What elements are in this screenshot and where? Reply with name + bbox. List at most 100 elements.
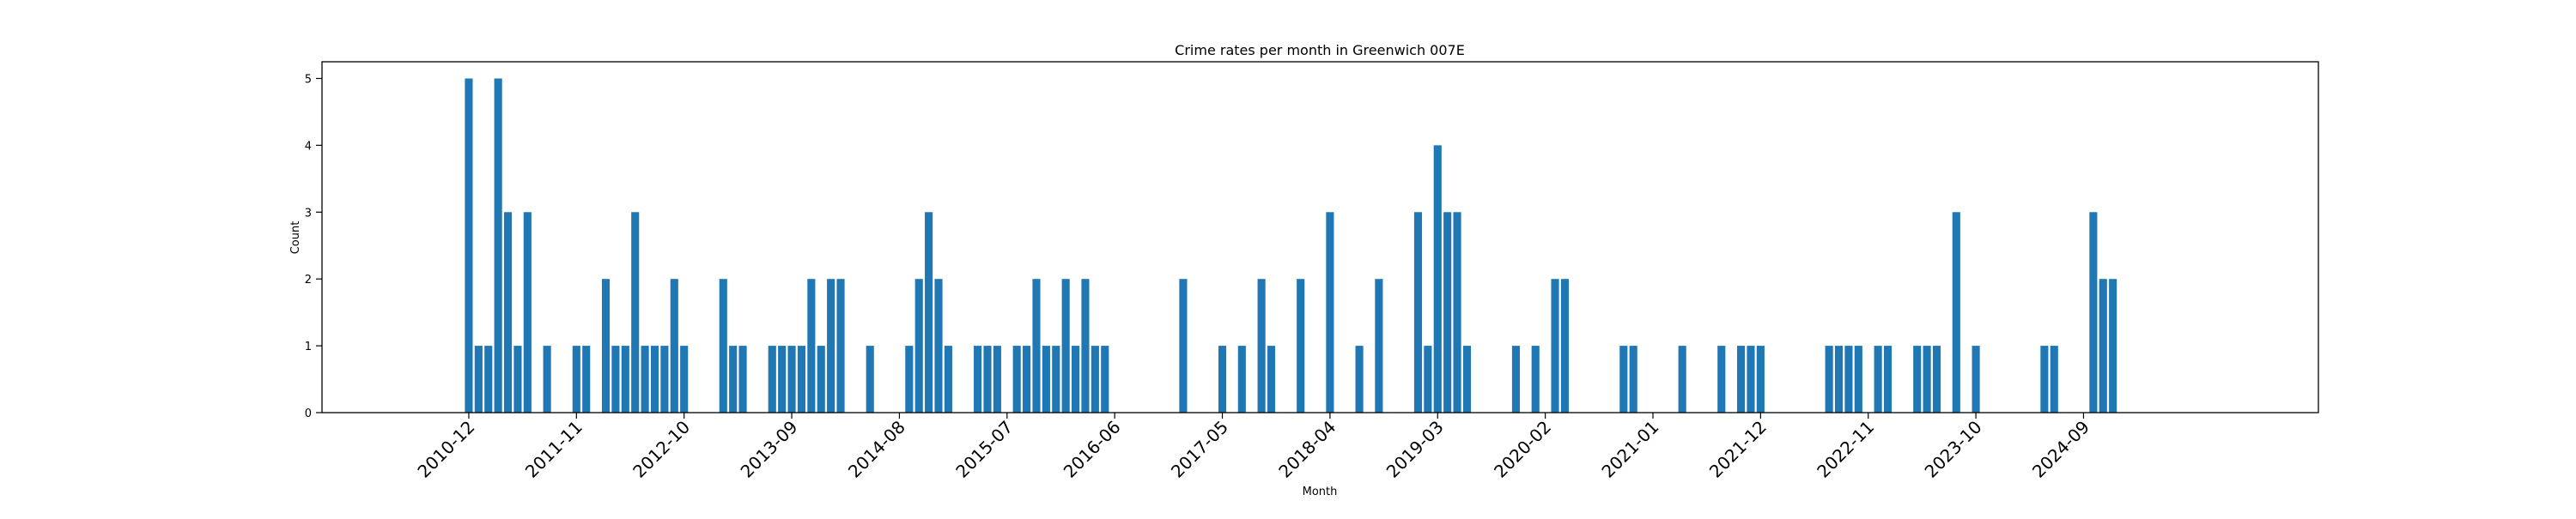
bar-2011-03	[494, 78, 502, 413]
bar-2014-02	[836, 279, 845, 413]
bar-2017-07	[1237, 346, 1246, 413]
bar-2010-12	[465, 78, 473, 413]
bar-2015-10	[1032, 279, 1041, 413]
bar-2016-01	[1061, 279, 1070, 413]
bar-2019-11	[1511, 346, 1520, 413]
bar-2022-09	[1844, 346, 1853, 413]
bar-2011-05	[513, 346, 522, 413]
bar-2015-09	[1023, 346, 1031, 413]
y-tick-label: 2	[305, 274, 312, 287]
bar-2015-08	[1012, 346, 1021, 413]
bar-2017-05	[1218, 346, 1227, 413]
bar-2015-01	[944, 346, 952, 413]
bar-2016-04	[1091, 346, 1099, 413]
bar-2024-10	[2089, 212, 2098, 413]
y-tick-label: 3	[305, 207, 312, 220]
bar-2019-03	[1433, 145, 1442, 413]
bar-2020-03	[1551, 279, 1559, 413]
chart-title: Crime rates per month in Greenwich 007E	[1175, 42, 1465, 58]
x-tick-label: 2016-06	[1060, 417, 1125, 482]
x-tick-label: 2019-03	[1382, 417, 1448, 482]
bar-2018-09	[1375, 279, 1383, 413]
plot-frame	[321, 61, 2319, 413]
bar-2017-10	[1267, 346, 1276, 413]
y-tick-label: 4	[305, 140, 312, 153]
bar-2012-10	[680, 346, 689, 413]
x-axis: 2010-12 2011-11 2012-10 2013-09 2014-08 2015-…	[413, 413, 2093, 482]
bar-2013-08	[778, 346, 787, 413]
bar-2019-04	[1443, 212, 1452, 413]
bar-2018-04	[1326, 212, 1334, 413]
bar-2013-12	[817, 346, 825, 413]
bar-2013-09	[787, 346, 796, 413]
bar-2011-02	[484, 346, 493, 413]
bar-2012-05	[631, 212, 640, 413]
y-tick-label: 1	[305, 341, 312, 353]
bar-2023-08	[1952, 212, 1960, 413]
bar-2011-12	[582, 346, 591, 413]
bar-2021-12	[1756, 346, 1765, 413]
bar-2012-06	[641, 346, 649, 413]
bar-2014-01	[827, 279, 835, 413]
bar-2023-10	[1971, 346, 1980, 413]
bar-2014-09	[905, 346, 914, 413]
bar-2014-12	[934, 279, 943, 413]
bar-2015-11	[1042, 346, 1050, 413]
bar-2020-04	[1560, 279, 1569, 413]
x-tick-label: 2010-12	[413, 417, 478, 482]
x-axis-label: Month	[1303, 486, 1338, 498]
bar-2018-07	[1355, 346, 1364, 413]
bar-2022-08	[1834, 346, 1844, 413]
bar-2024-12	[2109, 279, 2117, 413]
x-tick-label: 2011-11	[521, 417, 586, 482]
x-tick-label: 2013-09	[737, 417, 802, 482]
x-tick-label: 2012-10	[629, 417, 694, 482]
x-tick-label: 2017-05	[1167, 417, 1232, 482]
bar-2019-06	[1462, 346, 1472, 413]
bar-2011-04	[503, 212, 513, 413]
bar-2011-06	[523, 212, 532, 413]
y-axis-label: Count	[289, 221, 302, 255]
bar-2012-04	[621, 346, 629, 413]
bar-2015-06	[993, 346, 1001, 413]
x-tick-label: 2018-04	[1274, 417, 1340, 482]
bar-2017-01	[1179, 279, 1188, 413]
bars-group	[465, 78, 2117, 413]
bar-2020-01	[1531, 346, 1540, 413]
bar-2022-10	[1854, 346, 1862, 413]
bar-2020-11	[1629, 346, 1637, 413]
bar-2011-11	[572, 346, 580, 413]
bar-2017-09	[1257, 279, 1266, 413]
bar-2023-04	[1913, 346, 1922, 413]
bar-2013-04	[738, 346, 747, 413]
bar-2013-07	[768, 346, 776, 413]
bar-2024-05	[2040, 346, 2049, 413]
bar-2020-10	[1619, 346, 1628, 413]
bar-2024-06	[2050, 346, 2058, 413]
bar-2014-05	[866, 346, 874, 413]
bar-2015-04	[974, 346, 982, 413]
x-tick-label: 2022-11	[1813, 417, 1878, 482]
bar-2012-08	[660, 346, 669, 413]
bar-2022-12	[1874, 346, 1882, 413]
bar-2023-01	[1883, 346, 1893, 413]
bar-2013-02	[719, 279, 727, 413]
y-tick-label: 0	[305, 407, 312, 420]
y-axis: 0 1 2 3 4 5	[305, 73, 322, 420]
bar-2019-01	[1413, 212, 1423, 413]
bar-2016-02	[1072, 346, 1080, 413]
bar-2013-10	[797, 346, 806, 413]
bar-2012-09	[670, 279, 678, 413]
bar-2014-10	[914, 279, 923, 413]
x-tick-label: 2023-10	[1921, 417, 1986, 482]
bar-2016-03	[1081, 279, 1090, 413]
bar-2013-03	[729, 346, 738, 413]
bar-2023-05	[1923, 346, 1931, 413]
bar-2021-04	[1678, 346, 1686, 413]
bar-2012-03	[611, 346, 620, 413]
bar-2011-08	[543, 346, 551, 413]
x-tick-label: 2021-12	[1705, 417, 1771, 482]
bar-2011-01	[474, 346, 483, 413]
bar-2015-05	[983, 346, 992, 413]
